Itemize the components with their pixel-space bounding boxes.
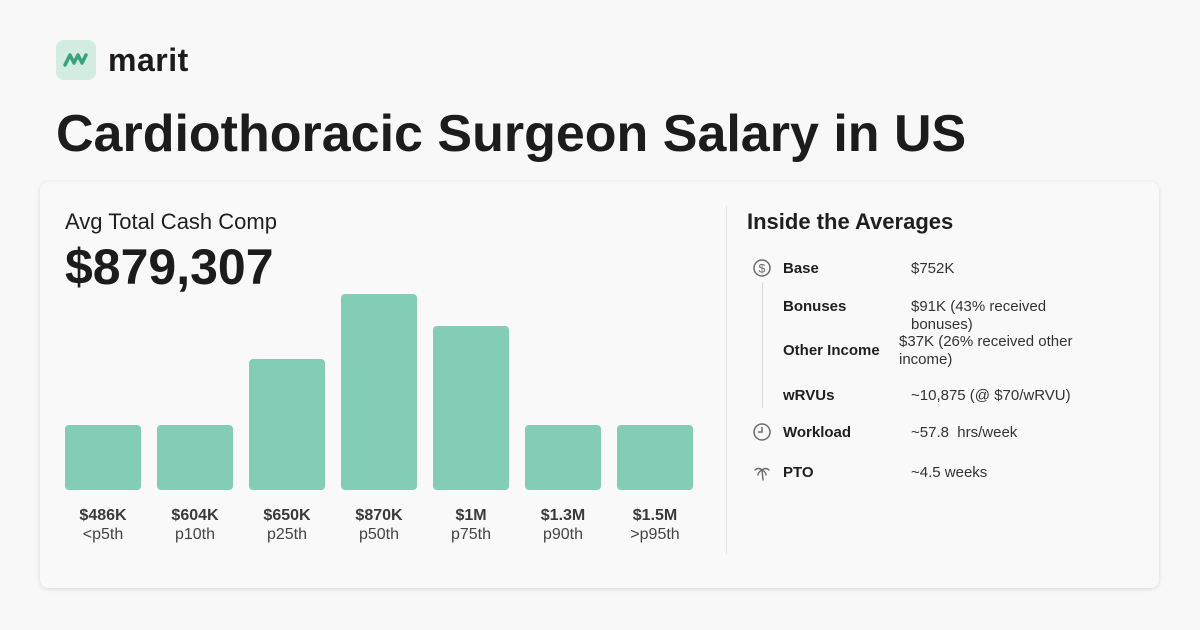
averages-title: Inside the Averages bbox=[747, 209, 954, 234]
base-value: $752K bbox=[911, 260, 955, 277]
page-title: Cardiothoracic Surgeon Salary in US bbox=[56, 105, 967, 163]
distribution-bar bbox=[525, 424, 601, 490]
svg-text:$: $ bbox=[759, 262, 766, 276]
distribution-bar bbox=[65, 424, 141, 490]
bar-percentile-label: p90th bbox=[542, 526, 584, 543]
distribution-bar bbox=[249, 359, 325, 490]
brand: marit bbox=[56, 40, 189, 80]
avg-comp-value: $879,307 bbox=[65, 239, 274, 295]
pto-value: ~4.5 weeks bbox=[911, 464, 988, 481]
other-income-value: $37K (26% received other income) bbox=[899, 333, 1073, 368]
base-label: Base bbox=[783, 260, 819, 277]
distribution-bar bbox=[157, 424, 233, 490]
avg-comp-label: Avg Total Cash Comp bbox=[65, 209, 277, 234]
bar-percentile-label: p50th bbox=[358, 526, 400, 543]
clock-icon bbox=[752, 422, 772, 442]
bar-percentile-label: p25th bbox=[266, 526, 308, 543]
bar-percentile-label: p75th bbox=[450, 526, 492, 543]
logo-mark bbox=[63, 53, 88, 67]
logo-icon bbox=[56, 40, 96, 80]
bar-amount-label: $604K bbox=[171, 507, 219, 524]
dollar-circle-icon: $ bbox=[752, 258, 772, 278]
bonuses-label: Bonuses bbox=[783, 298, 847, 315]
distribution-chart: $486K <p5th $604K p10th $650K p25th $870K p50th… bbox=[40, 182, 720, 588]
bar-amount-label: $1.5M bbox=[632, 507, 678, 524]
bar-percentile-label: p10th bbox=[174, 526, 216, 543]
distribution-bar bbox=[341, 293, 417, 490]
bar-percentile-label: >p95th bbox=[630, 526, 680, 543]
bar-amount-label: $1M bbox=[455, 507, 487, 524]
bar-percentile-label: <p5th bbox=[82, 526, 124, 543]
bar-amount-label: $870K bbox=[355, 507, 403, 524]
card-divider bbox=[726, 206, 727, 554]
distribution-bar bbox=[433, 326, 509, 490]
palm-tree-icon bbox=[752, 462, 772, 482]
other-income-label: Other Income bbox=[783, 342, 880, 359]
pto-label: PTO bbox=[783, 464, 814, 481]
bar-amount-label: $650K bbox=[263, 507, 311, 524]
bonuses-value: $91K (43% received bonuses) bbox=[911, 298, 1047, 333]
wrvus-label: wRVUs bbox=[783, 387, 835, 404]
bar-amount-label: $1.3M bbox=[540, 507, 586, 524]
workload-label: Workload bbox=[783, 424, 852, 441]
brand-name: marit bbox=[108, 41, 189, 78]
averages-connector-line bbox=[762, 282, 763, 408]
wrvus-value: ~10,875 (@ $70/wRVU) bbox=[911, 387, 1071, 404]
workload-value: ~57.8 hrs/week bbox=[911, 424, 1018, 441]
salary-card: Avg Total Cash Comp $879,307 $486K <p5th $… bbox=[40, 182, 1159, 588]
bar-amount-label: $486K bbox=[79, 507, 127, 524]
distribution-bar bbox=[617, 424, 693, 490]
